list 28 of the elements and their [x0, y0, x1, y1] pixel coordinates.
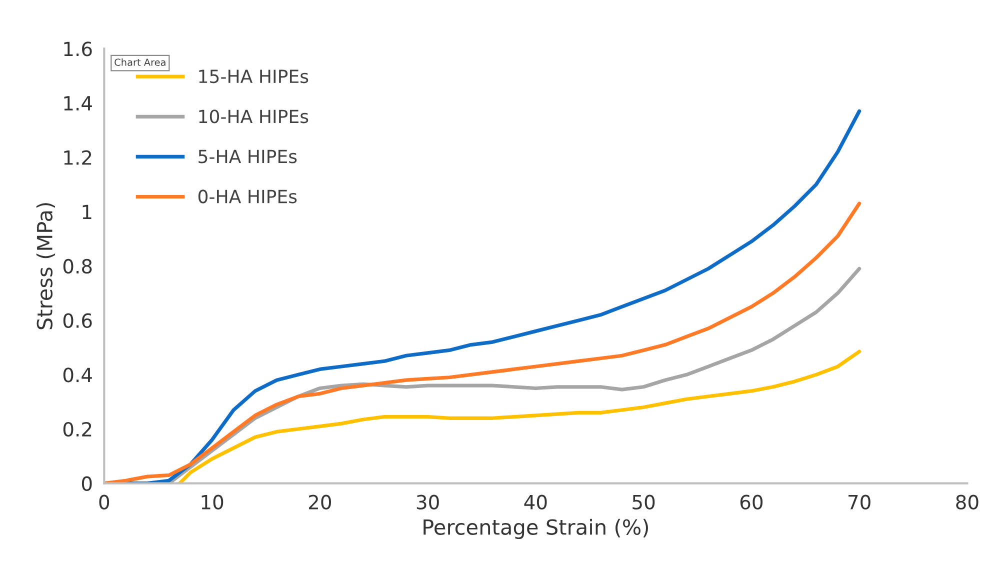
y-tick-label: 0.8: [63, 258, 92, 274]
x-tick-label: 10: [202, 494, 224, 510]
legend-label: 15-HA HIPEs: [199, 70, 308, 84]
x-tick-label: 70: [848, 494, 870, 510]
x-tick-label: 30: [416, 494, 439, 510]
line-series: [178, 350, 862, 484]
legend-label: 0-HA HIPEs: [198, 190, 297, 204]
x-tick-label: 60: [740, 494, 763, 510]
y-tick-label: 0.2: [63, 422, 92, 437]
y-tick-label: 0.6: [63, 313, 92, 328]
y-tick-label: 1.6: [64, 42, 92, 56]
legend-label: 10-HA HIPEs: [199, 110, 308, 124]
line-series: [167, 266, 862, 484]
y-tick-label: 1.2: [64, 150, 92, 165]
y-tick-label: 1: [82, 204, 92, 220]
annotation: Chart Area: [114, 58, 166, 66]
x-tick-label: 50: [632, 494, 655, 510]
x-tick-label: 0: [99, 494, 110, 510]
y-tick-label: 1.4: [64, 96, 92, 110]
y-tick-label: 0.4: [63, 368, 92, 382]
x-tick-label: 20: [308, 494, 331, 510]
x-tick-label: 80: [956, 494, 978, 510]
x-tick-label: 40: [524, 494, 547, 510]
x-axis-title: Percentage Strain (%): [424, 518, 648, 539]
y-tick-label: 0: [82, 476, 92, 492]
legend-label: 5-HA HIPEs: [198, 150, 297, 164]
line-series: [104, 202, 862, 484]
y-axis-title: Stress (MPa): [36, 203, 55, 330]
